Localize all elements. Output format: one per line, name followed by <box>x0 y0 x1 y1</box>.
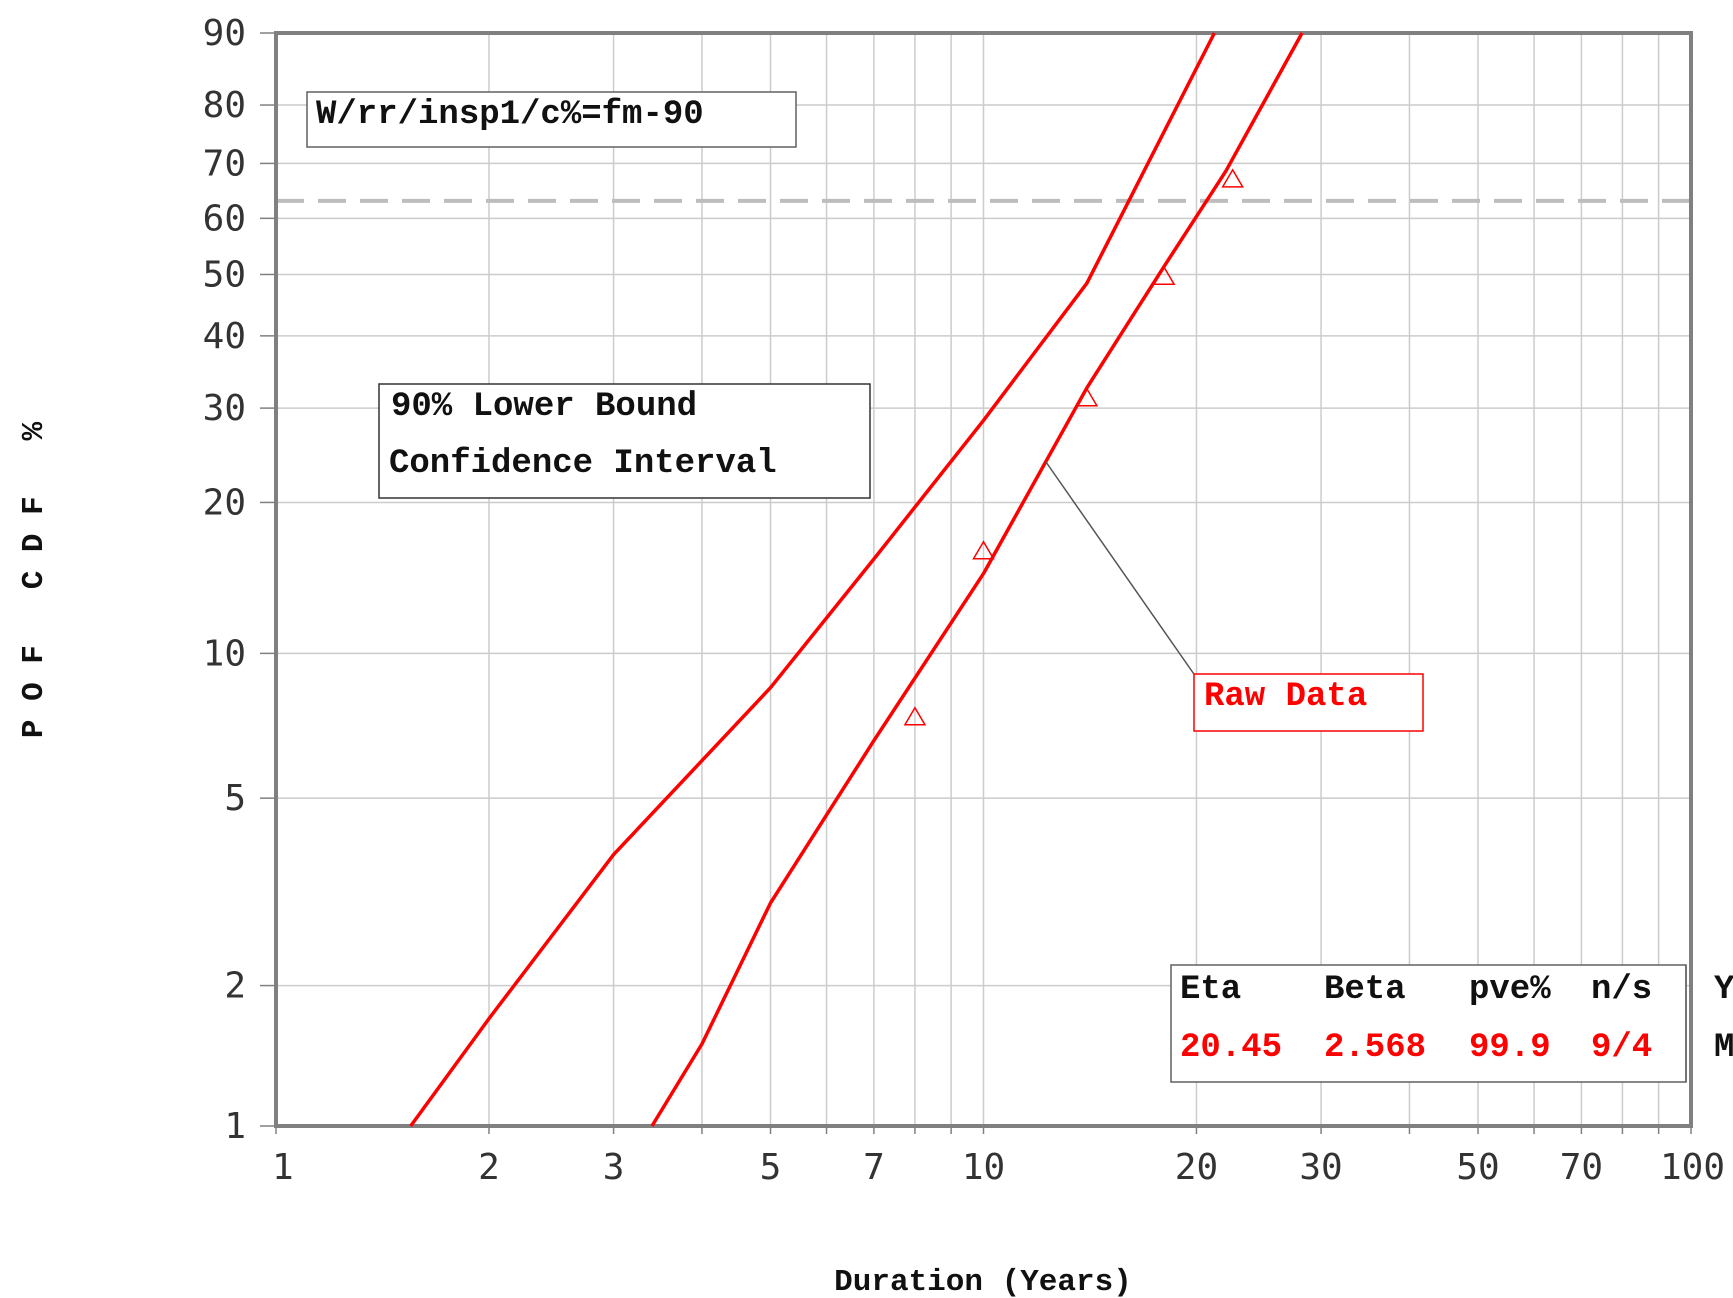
weibull-fit-line <box>650 32 1304 1127</box>
stats-header-ns: n/s <box>1591 971 1652 1009</box>
x-tick-label: 20 <box>1175 1147 1218 1188</box>
raw-data-leader-line <box>1045 461 1197 678</box>
y-tick-label: 5 <box>224 778 246 819</box>
x-axis-label: Duration (Years) <box>834 1265 1132 1298</box>
stats-header-pve: pve% <box>1469 971 1551 1009</box>
bound-label-line2: Confidence Interval <box>389 445 777 483</box>
stats-header-eta: Eta <box>1180 971 1241 1009</box>
stats-value-eta: 20.45 <box>1180 1029 1282 1067</box>
y-tick-label: 40 <box>203 316 246 357</box>
raw-data-point <box>903 706 927 726</box>
x-tick-label: 100 <box>1660 1147 1725 1188</box>
y-tick-label: 30 <box>203 388 246 429</box>
lower-bound-line <box>409 32 1216 1128</box>
x-tick-label: 70 <box>1560 1147 1603 1188</box>
stats-value-beta: 2.568 <box>1324 1029 1426 1067</box>
y-tick-label: 90 <box>203 13 246 54</box>
bound-label-line1: 90% Lower Bound <box>391 388 697 426</box>
raw-data-label-box: Raw Data <box>1193 673 1424 732</box>
raw-data-point <box>972 540 995 560</box>
stats-value-ns: 9/4 <box>1591 1029 1652 1067</box>
x-tick-label: 1 <box>272 1147 294 1188</box>
x-tick-label: 3 <box>603 1147 625 1188</box>
bound-label-box: 90% Lower Bound Confidence Interval <box>378 383 871 499</box>
y-tick-label: 20 <box>203 482 246 523</box>
axis-ticks: 1 2 5 10 20 30 40 50 60 70 80 90 1 2 3 5 7 10 20 30 50 70 100 <box>203 13 1725 1188</box>
y-tick-label: 70 <box>203 143 246 184</box>
y-tick-label: 2 <box>224 966 246 1007</box>
stats-header-beta: Beta <box>1324 971 1406 1009</box>
x-tick-label: 5 <box>760 1147 782 1188</box>
raw-data-point <box>1221 168 1244 188</box>
stats-value-extra: M <box>1714 1029 1733 1067</box>
grid <box>275 32 1692 1127</box>
x-tick-label: 30 <box>1299 1147 1342 1188</box>
y-tick-label: 60 <box>203 198 246 239</box>
x-tick-label: 2 <box>478 1147 500 1188</box>
y-axis-label: P O F C D F % <box>17 421 52 738</box>
y-tick-label: 10 <box>203 633 246 674</box>
y-tick-label: 80 <box>203 85 246 126</box>
id-label-box: W/rr/insp1/c%=fm-90 <box>306 91 797 148</box>
stats-header-extra: Y <box>1714 971 1733 1009</box>
y-tick-label: 50 <box>203 254 246 295</box>
raw-data-point <box>1152 265 1176 285</box>
raw-data-point <box>1075 387 1099 407</box>
x-tick-label: 7 <box>863 1147 885 1188</box>
raw-data-points <box>903 168 1244 726</box>
y-tick-label: 1 <box>224 1106 246 1147</box>
raw-data-label: Raw Data <box>1204 678 1367 716</box>
stats-value-pve: 99.9 <box>1469 1029 1551 1067</box>
id-label: W/rr/insp1/c%=fm-90 <box>316 96 704 134</box>
stats-box: Eta Beta pve% n/s Y 20.45 2.568 99.9 9/4… <box>1170 964 1733 1083</box>
x-tick-label: 10 <box>962 1147 1005 1188</box>
series-lines <box>409 32 1304 1128</box>
x-tick-label: 50 <box>1456 1147 1499 1188</box>
